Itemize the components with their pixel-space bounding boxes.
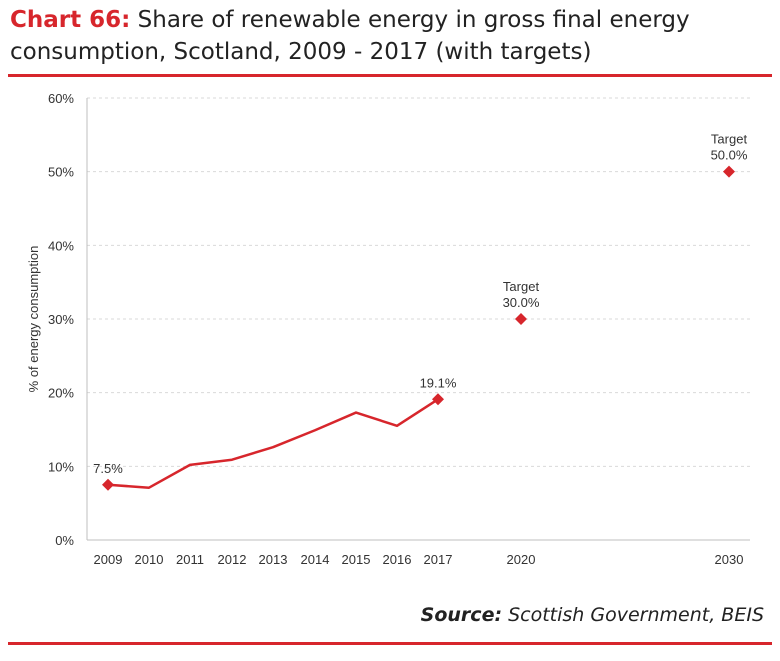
data-label: 50.0% bbox=[711, 148, 748, 163]
y-tick-label: 10% bbox=[48, 459, 74, 474]
data-label: 7.5% bbox=[93, 461, 123, 476]
series-line bbox=[106, 398, 440, 489]
data-label: 30.0% bbox=[503, 295, 540, 310]
diamond-marker bbox=[723, 165, 735, 178]
x-tick-label: 2010 bbox=[135, 552, 164, 567]
x-tick-label: 2011 bbox=[176, 552, 204, 567]
diamond-marker bbox=[515, 313, 527, 325]
line-chart: 0% 10% 20% 30% 40% 50% 60% 2009 2010 2011 2012 2013… bbox=[26, 91, 750, 567]
y-tick-label: 20% bbox=[48, 386, 74, 401]
diamond-marker bbox=[102, 478, 114, 491]
y-tick-label: 40% bbox=[48, 238, 74, 253]
source-label: Source: bbox=[420, 604, 503, 626]
x-tick-label: 2030 bbox=[715, 552, 744, 567]
y-tick-label: 0% bbox=[55, 533, 74, 548]
data-label: Target bbox=[711, 132, 748, 147]
source-text: Scottish Government, BEIS bbox=[502, 604, 764, 626]
top-rule bbox=[8, 74, 772, 77]
x-tick-label: 2020 bbox=[507, 552, 536, 567]
x-tick-label: 2009 bbox=[94, 552, 123, 567]
x-tick-label: 2016 bbox=[383, 552, 412, 567]
x-tick-label: 2017 bbox=[424, 552, 453, 567]
bottom-rule bbox=[8, 642, 772, 645]
chart-title-text: Share of renewable energy in gross final… bbox=[10, 7, 690, 65]
x-tick-label: 2015 bbox=[342, 552, 371, 567]
source-note: Source: Scottish Government, BEIS bbox=[421, 604, 764, 626]
y-tick-label: 50% bbox=[48, 165, 74, 180]
chart-number: Chart 66: bbox=[10, 7, 131, 33]
x-tick-label: 2014 bbox=[301, 552, 330, 567]
y-tick-label: 60% bbox=[48, 91, 74, 106]
chart-title: Chart 66: Share of renewable energy in g… bbox=[10, 4, 770, 68]
y-axis-title: % of energy consumption bbox=[26, 246, 41, 393]
data-label: 19.1% bbox=[420, 375, 457, 390]
data-label: Target bbox=[503, 279, 540, 294]
x-tick-label: 2012 bbox=[218, 552, 247, 567]
diamond-marker bbox=[432, 393, 444, 406]
x-tick-label: 2013 bbox=[259, 552, 288, 567]
y-tick-label: 30% bbox=[48, 312, 74, 327]
